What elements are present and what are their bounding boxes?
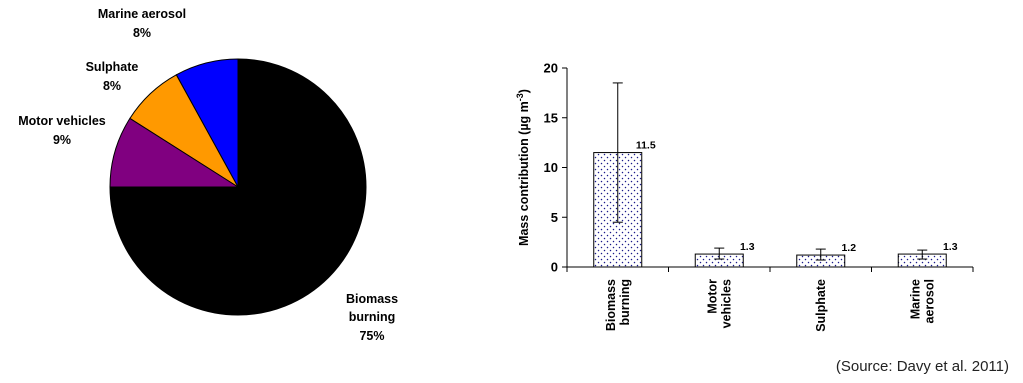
y-tick-label: 15 [544,110,558,125]
pie-value-marine-aerosol: 8% [133,26,151,40]
y-tick-label: 0 [551,260,558,275]
pie-label-biomass-burning-line2: burning [349,310,396,324]
pie-label-biomass-burning-line1: Biomass [346,292,398,306]
x-category-label-motor-vehicles: Motorvehicles [705,279,733,328]
y-tick-label: 20 [544,61,558,76]
pie-value-biomass-burning: 75% [359,329,384,343]
pie-label-marine-aerosol: Marine aerosol [98,7,186,21]
bar-chart: 0 5 10 15 20 Mass contribution (µg m-3) 11.5 Bi… [515,61,974,332]
y-axis-label: Mass contribution (µg m-3) [515,89,531,246]
y-tick-label: 10 [544,160,558,175]
x-category-label-sulphate: Sulphate [814,279,828,332]
pie-label-sulphate: Sulphate [86,60,139,74]
x-category-label-marine-aerosol: Marineaerosol [908,279,936,324]
x-category-label-biomass-burning: Biomassburning [604,279,632,331]
bar-value-label-motor-vehicles: 1.3 [740,241,755,253]
pie-label-motor-vehicles: Motor vehicles [18,114,106,128]
bar-value-label-marine-aerosol: 1.3 [943,241,958,253]
bar-value-label-sulphate: 1.2 [841,242,856,254]
pie-value-sulphate: 8% [103,79,121,93]
y-tick-label: 5 [551,210,558,225]
bar-value-label-biomass-burning: 11.5 [636,140,656,152]
source-note: (Source: Davy et al. 2011) [835,358,1009,375]
pie-slice-biomass-burning [109,58,367,316]
pie-value-motor-vehicles: 9% [53,133,71,147]
pie-chart: Marine aerosol 8% Sulphate 8% Motor vehicles… [18,7,398,343]
